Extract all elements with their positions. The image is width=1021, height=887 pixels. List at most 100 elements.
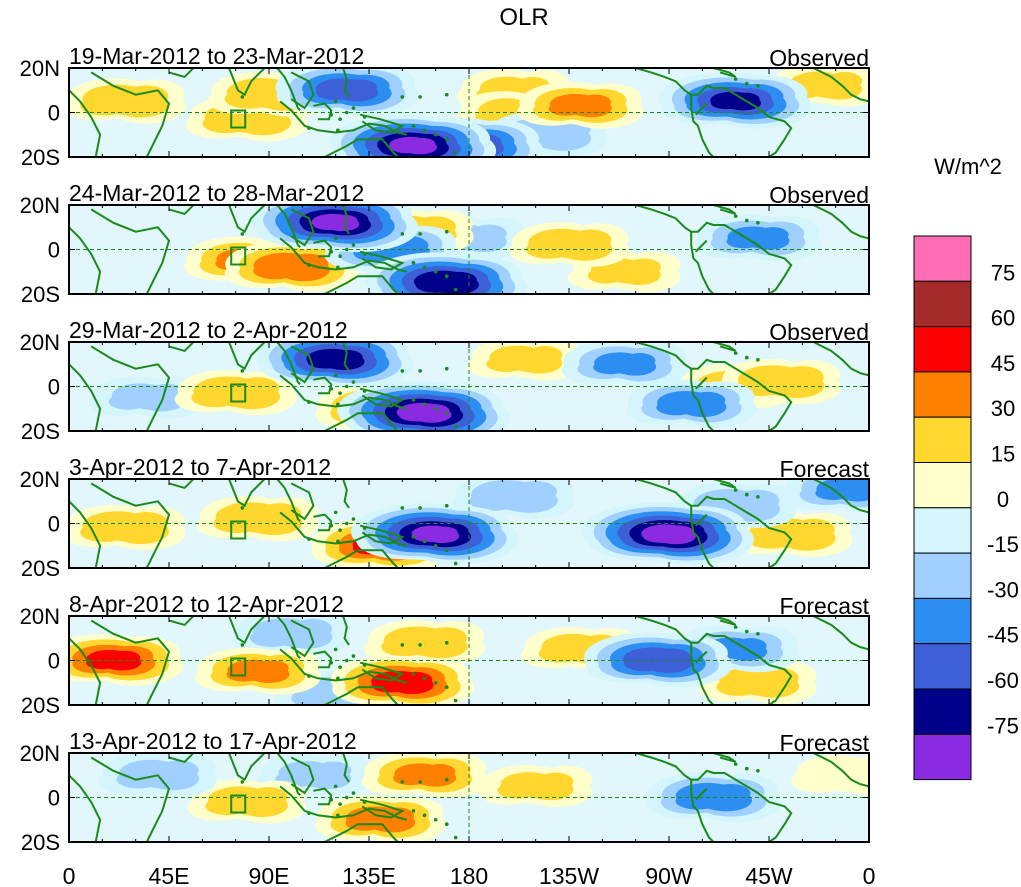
island — [351, 654, 356, 658]
coastline — [710, 68, 737, 78]
coastline — [690, 505, 715, 568]
olr-contour-region — [323, 357, 352, 369]
island — [307, 400, 311, 404]
island — [444, 411, 449, 416]
y-tick-label: 20N — [20, 467, 60, 492]
y-tick-label: 20S — [21, 282, 60, 307]
island — [344, 384, 349, 389]
panels-group: 20N 0 20S 19-Mar-2012 to 23-Mar-2012 Observe… — [20, 43, 870, 855]
island — [433, 817, 438, 822]
olr-contour-region — [764, 380, 804, 396]
coastline — [290, 208, 315, 247]
coastline — [279, 374, 408, 410]
island — [444, 366, 449, 371]
island — [433, 543, 438, 548]
island — [307, 126, 311, 130]
coastline — [313, 650, 333, 669]
coastline — [279, 648, 408, 684]
coastline — [359, 113, 405, 134]
colorbar-tick-label: 75 — [991, 260, 1015, 285]
coastlines — [69, 479, 869, 568]
panel-period-label: 13-Apr-2012 to 17-Apr-2012 — [69, 728, 357, 754]
island — [418, 643, 422, 647]
island — [733, 625, 738, 629]
coastline — [635, 205, 793, 294]
coastline — [69, 636, 102, 705]
coastline — [324, 686, 399, 705]
coastline — [279, 237, 408, 273]
island — [433, 132, 438, 137]
island — [362, 800, 367, 804]
colorbar-tick-label: 30 — [991, 396, 1015, 421]
island — [433, 269, 438, 274]
island — [338, 802, 342, 806]
coastline — [635, 68, 793, 157]
colorbar-swatch — [913, 416, 972, 464]
x-tick-label: 90E — [249, 863, 290, 887]
y-tick-label: 20S — [21, 145, 60, 170]
island — [307, 674, 311, 678]
olr-contour-region — [219, 391, 259, 408]
panel-period-label: 29-Mar-2012 to 2-Apr-2012 — [69, 317, 348, 343]
olr-contour-region — [108, 526, 148, 542]
coastlines — [69, 753, 869, 842]
island — [744, 766, 749, 771]
olr-contour-region — [143, 773, 180, 789]
island — [444, 503, 449, 508]
figure-title: OLR — [499, 4, 548, 31]
island — [444, 548, 449, 552]
olr-contour-region — [300, 774, 333, 788]
x-axis-ticks: 0 45E 90E 135E 180 135W 90W 45W 0 — [63, 863, 876, 887]
island — [333, 236, 338, 241]
coastline — [69, 88, 102, 157]
colorbar-swatch — [913, 688, 972, 735]
olr-contour-region — [412, 773, 442, 786]
coastline — [635, 479, 793, 568]
coastline — [812, 616, 869, 651]
island — [444, 640, 449, 645]
coastline — [690, 779, 715, 842]
coastline — [359, 250, 405, 271]
coastline — [290, 482, 315, 521]
colorbar-tick-label: 15 — [991, 442, 1015, 467]
olr-contour-region — [526, 346, 563, 364]
panel-kind-label: Observed — [769, 45, 869, 71]
island — [418, 780, 422, 784]
coastline — [324, 275, 399, 294]
colorbar-swatch — [913, 280, 972, 328]
island — [333, 99, 338, 104]
colorbar-swatch — [913, 552, 972, 599]
colorbar-swatch — [913, 326, 972, 373]
colorbar-tick-label: -30 — [987, 577, 1019, 602]
coastline — [313, 342, 350, 372]
olr-contour-region — [511, 358, 544, 372]
island — [338, 117, 342, 121]
island — [307, 263, 311, 267]
olr-field — [69, 342, 869, 431]
y-tick-label: 20S — [21, 693, 60, 718]
island — [351, 380, 356, 384]
island — [400, 232, 405, 236]
coastline — [313, 753, 350, 783]
coastline — [313, 205, 350, 235]
island — [344, 247, 349, 252]
island — [344, 795, 349, 800]
y-tick-label: 20N — [20, 330, 60, 355]
olr-contour-region — [402, 143, 427, 153]
island — [444, 92, 449, 97]
olr-field — [69, 68, 869, 157]
colorbar-swatch — [913, 733, 972, 781]
olr-contour-region — [643, 658, 678, 671]
panel-period-label: 3-Apr-2012 to 7-Apr-2012 — [69, 454, 331, 480]
coastline — [279, 100, 408, 136]
island — [240, 643, 245, 647]
y-tick-label: 0 — [48, 375, 60, 400]
olr-contour-region — [276, 265, 313, 279]
island — [240, 369, 245, 373]
x-tick-label: 135W — [539, 863, 599, 887]
coastline — [694, 102, 708, 116]
olr-contour-region — [746, 237, 775, 249]
island — [338, 665, 342, 669]
island — [756, 769, 760, 773]
